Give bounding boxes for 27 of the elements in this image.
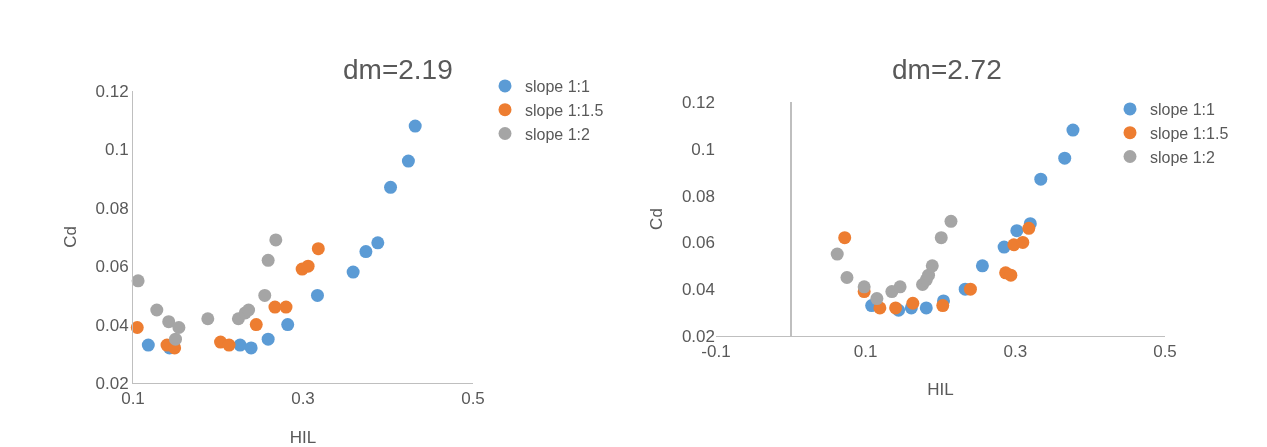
x-tick-label: 0.5 bbox=[1153, 342, 1177, 362]
chart-title: dm=2.72 bbox=[892, 54, 1002, 85]
y-tick-label: 0.06 bbox=[681, 233, 715, 253]
x-tick-label: 0.3 bbox=[291, 389, 315, 409]
x-axis-title: HIL bbox=[289, 428, 317, 447]
y-tick-label: 0.06 bbox=[95, 257, 129, 277]
y-tick-label: 0.08 bbox=[681, 186, 715, 206]
legend-label: slope 1:1 bbox=[1150, 101, 1216, 119]
y-tick-label: 0.1 bbox=[691, 139, 715, 159]
x-tick-label: 0.3 bbox=[1003, 342, 1028, 362]
x-axis-title: HIL bbox=[927, 379, 954, 399]
legend-label: slope 1:2 bbox=[1150, 148, 1216, 166]
y-axis-title: Cd bbox=[61, 226, 81, 248]
y-tick-label: 0.04 bbox=[95, 315, 129, 335]
chart-title: dm=2.19 bbox=[343, 54, 453, 85]
legend-label: slope 1:1.5 bbox=[525, 101, 604, 119]
y-tick-label: 0.12 bbox=[681, 92, 715, 112]
legend-label: slope 1:1.5 bbox=[1150, 124, 1229, 142]
y-tick-label: 0.1 bbox=[104, 140, 129, 160]
x-tick-label: 0.1 bbox=[853, 342, 878, 362]
legend-label: slope 1:1 bbox=[525, 78, 591, 96]
y-tick-label: 0.08 bbox=[95, 198, 129, 218]
legend-label: slope 1:2 bbox=[525, 125, 591, 143]
x-tick-label: 0.5 bbox=[461, 389, 485, 409]
y-tick-label: 0.12 bbox=[95, 81, 129, 101]
y-axis-title: Cd bbox=[647, 208, 667, 230]
y-tick-label: 0.04 bbox=[681, 280, 715, 300]
